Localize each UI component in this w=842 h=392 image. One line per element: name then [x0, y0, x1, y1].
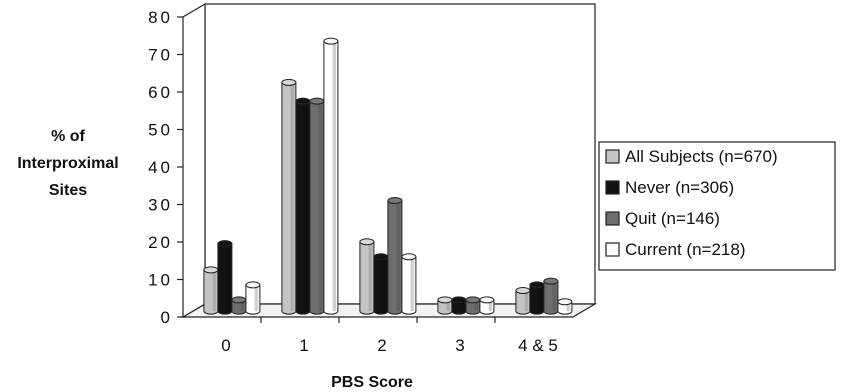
y-tick-label: 30: [148, 196, 173, 215]
x-category-label: 4 & 5: [518, 336, 558, 355]
x-axis-title: PBS Score: [331, 374, 413, 391]
x-category-label: 1: [299, 336, 308, 355]
y-tick-label: 10: [148, 271, 173, 290]
x-axis-categories: 0 1 2 3 4 & 5: [221, 317, 558, 355]
bar: [465, 296, 481, 315]
bar: [387, 197, 403, 315]
bar: [359, 238, 375, 315]
y-tick-label: 60: [148, 83, 173, 102]
y-tick-label: 70: [148, 46, 173, 65]
bar: [451, 296, 467, 315]
legend-label: Quit (n=146): [625, 209, 720, 228]
bar: [281, 78, 297, 315]
y-axis-title-line-3: Sites: [49, 182, 87, 199]
y-tick-label: 50: [148, 121, 173, 140]
y-tick-label: 0: [161, 308, 173, 327]
x-category-label: 2: [377, 336, 386, 355]
side-wall: [182, 2, 206, 319]
y-tick-label: 40: [148, 158, 173, 177]
x-category-label: 3: [455, 336, 464, 355]
legend: All Subjects (n=670) Never (n=306) Quit (n…: [598, 141, 836, 271]
bar: [557, 298, 573, 315]
y-axis-title-line-2: Interproximal: [17, 155, 118, 172]
y-axis-ticks: 0 10 20 30 40 50 60 70 80: [148, 8, 183, 327]
legend-swatch: [605, 211, 620, 226]
bar: [515, 287, 531, 315]
bar: [323, 37, 339, 315]
legend-label: Current (n=218): [625, 240, 745, 259]
legend-label: All Subjects (n=670): [625, 147, 778, 166]
bar: [543, 277, 559, 315]
bar: [203, 266, 219, 315]
y-tick-label: 20: [148, 233, 173, 252]
legend-swatch: [605, 149, 620, 164]
y-axis-title-line-1: % of: [51, 128, 85, 145]
bar: [217, 240, 233, 315]
bar: [245, 281, 261, 315]
bars: [203, 37, 573, 315]
bar: [401, 253, 417, 315]
bar: [437, 296, 453, 315]
bar: [479, 296, 495, 315]
y-tick-label: 80: [148, 8, 173, 27]
legend-swatch: [605, 180, 620, 195]
legend-box: [598, 141, 836, 271]
bar: [373, 253, 389, 315]
legend-label: Never (n=306): [625, 178, 734, 197]
bar: [529, 281, 545, 315]
bar: [295, 97, 311, 315]
legend-swatch: [605, 242, 620, 257]
bar: [309, 97, 325, 315]
bar: [231, 296, 247, 315]
x-category-label: 0: [221, 336, 230, 355]
